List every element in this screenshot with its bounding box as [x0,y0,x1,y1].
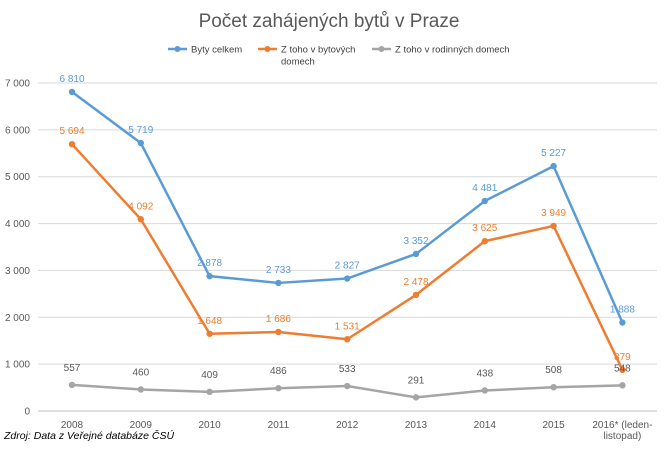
data-point [68,88,76,96]
data-label: 1 531 [335,321,360,332]
data-point [481,197,488,205]
legend-label: Byty celkem [191,45,242,56]
legend-marker [378,46,385,52]
data-label: 3 352 [403,236,428,247]
source-note: Zdroj: Data z Veřejné databáze ČSÚ [3,429,174,442]
data-point [550,222,557,230]
legend-marker [264,46,271,52]
series-group: 6 810 5 719 2 878 2 733 2 827 3 352 4 481 5 227… [59,74,635,401]
data-point [481,237,488,245]
data-label: 5 719 [128,125,153,136]
data-point [275,328,282,336]
data-label: 409 [201,370,218,381]
legend-label: Z toho v rodinných domech [395,45,510,56]
data-label: 2 733 [266,265,291,276]
data-label: 6 810 [59,74,84,85]
data-point [206,272,213,280]
y-tick-label: 1 000 [5,360,30,371]
data-point [481,387,488,394]
data-label: 1 648 [197,316,222,327]
data-label: 438 [476,368,493,379]
x-tick-label: 2012 [336,420,359,431]
data-point [412,250,420,258]
data-label: 460 [132,367,149,378]
y-tick-label: 2 000 [5,313,30,324]
data-label: 291 [408,375,425,386]
y-tick-label: 5 000 [5,172,30,183]
data-label: 5 694 [59,126,84,137]
y-tick-label: 3 000 [5,266,30,277]
data-point [344,382,351,390]
y-tick-label: 7 000 [5,79,30,90]
data-label: 879 [614,352,631,363]
data-point [137,139,144,147]
gridlines [38,82,657,412]
series-line [71,90,624,324]
data-label: 3 949 [541,208,566,219]
data-point [550,162,557,170]
data-label: 2 827 [335,261,360,272]
y-tick-label: 4 000 [5,219,30,230]
data-point [68,140,76,148]
series-line [71,143,624,371]
data-point [275,385,282,392]
legend-marker [174,46,181,52]
data-label: 1 686 [266,314,291,325]
data-label: 3 625 [472,223,497,234]
data-point [619,366,626,374]
x-tick-label: 2008 [61,420,84,431]
data-point [412,394,420,401]
data-label: 557 [64,363,81,374]
data-point [412,291,420,299]
data-label: 486 [270,366,287,377]
data-point [344,336,351,343]
x-tick-label: 2016* (leden-listopad) [592,420,652,442]
data-label: 533 [339,364,356,375]
y-axis: 0 1 000 2 000 3 000 4 000 5 000 6 000 7 000 [5,79,30,418]
x-tick-label: 2010 [198,420,221,431]
data-point [206,388,213,396]
legend-label: Z toho v bytových domech [281,45,355,68]
data-label: 5 227 [541,148,566,159]
data-point [619,382,626,389]
x-tick-label: 2011 [268,420,290,431]
data-label: 548 [614,363,631,374]
y-tick-label: 6 000 [5,125,30,136]
x-tick-label: 2009 [130,420,153,431]
data-point [137,216,144,223]
x-tick-label: 2013 [405,420,428,431]
data-point [275,279,282,287]
x-tick-label: 2015 [542,420,565,431]
data-point [344,275,351,282]
data-label: 2 878 [197,258,222,269]
data-label: 1 888 [610,305,635,316]
data-point [137,386,144,393]
data-point [206,330,213,337]
data-point [550,383,557,391]
x-tick-label: 2014 [474,420,497,431]
data-label: 508 [545,365,562,376]
data-label: 4 481 [472,183,497,194]
data-point [619,319,626,326]
data-point [68,381,76,389]
data-label: 2 478 [403,277,428,288]
legend: Byty celkem Z toho v bytových domech Z toho… [168,45,510,68]
x-axis: 2008 2009 2010 2011 2012 2013 2014 2015 2016* (l… [61,420,653,442]
chart-title: Počet zahájených bytů v Praze [199,11,460,32]
data-label: 4 092 [128,201,153,212]
y-tick-label: 0 [24,407,30,418]
